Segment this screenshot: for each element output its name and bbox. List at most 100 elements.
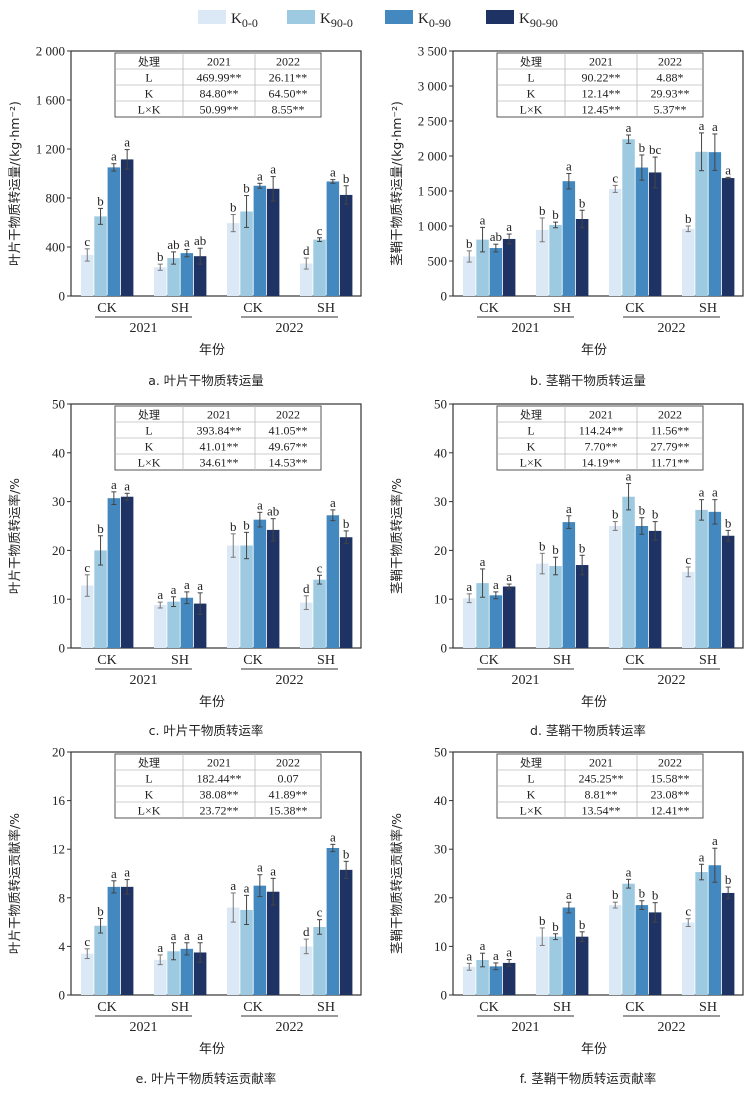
plot-frame [70, 50, 362, 297]
table-cell: 393.84** [197, 424, 242, 438]
legend-label: K90-90 [519, 11, 558, 30]
table-cell: 38.08** [200, 788, 239, 802]
chart-panel-a: 0 400 800 1 200 1 600 2 000 叶片干物质转运量/(kg·hm⁻²)… [7, 44, 362, 388]
significance-letter: a [257, 860, 263, 875]
bar [476, 583, 489, 648]
plot-frame [70, 751, 362, 996]
y-tick-label: 30 [434, 494, 447, 509]
significance-letter: a [466, 948, 472, 963]
legend-swatch [287, 10, 315, 24]
y-tick-label: 10 [52, 592, 65, 607]
bar [107, 498, 121, 648]
significance-letter: a [506, 569, 512, 584]
significance-letter: b [639, 886, 646, 901]
legend: K0-0 K90-0 K0-90 K90-90 [198, 10, 558, 30]
significance-letter: a [712, 485, 718, 500]
significance-letter: b [639, 140, 646, 155]
year-label: 2021 [512, 321, 540, 336]
y-tick-label: 0 [59, 988, 66, 1003]
x-category-label: SH [171, 301, 189, 316]
year-label: 2022 [658, 321, 686, 336]
significance-letter: a [111, 149, 117, 164]
y-axis-label: 叶片干物质转运率/% [7, 478, 22, 594]
year-label: 2021 [512, 673, 540, 688]
y-tick-label: 10 [434, 939, 447, 954]
bar [721, 892, 735, 995]
x-category-label: SH [171, 653, 189, 668]
y-tick-label: 20 [434, 890, 447, 905]
significance-letter: a [626, 864, 632, 879]
bar [708, 511, 722, 648]
table-header-cell: 处理 [138, 409, 160, 422]
significance-letter: a [566, 159, 572, 174]
significance-letter: a [124, 478, 130, 493]
bar [107, 167, 121, 296]
year-label: 2022 [276, 321, 304, 336]
bar [635, 167, 649, 296]
bar [326, 181, 340, 296]
plot-frame [452, 403, 744, 649]
significance-letter: a [712, 119, 718, 134]
anova-table: 处理 2021 2022 L 114.24** 11.56** K 7.70** 27.79**… [496, 405, 704, 471]
x-category-label: SH [553, 1000, 571, 1015]
year-label: 2021 [130, 673, 158, 688]
bar [622, 139, 635, 296]
bar [339, 869, 353, 995]
significance-letter: a [506, 945, 512, 960]
x-category-label: SH [699, 1000, 717, 1015]
bar [253, 519, 267, 648]
x-axis-label: 年份 [199, 1042, 225, 1057]
table-cell: 14.19** [582, 456, 621, 470]
table-header-cell: 2021 [589, 55, 613, 69]
y-axis-label: 茎鞘干物质转运率/% [389, 478, 404, 594]
significance-letter: a [493, 577, 499, 592]
x-category-label: SH [317, 653, 335, 668]
legend-item: K0-0 [198, 10, 258, 30]
significance-letter: b [539, 538, 546, 553]
x-axis-label: 年份 [581, 343, 607, 358]
y-tick-label: 0 [59, 641, 66, 656]
table-cell: 84.80** [200, 87, 239, 101]
x-category-label: CK [243, 301, 262, 316]
significance-letter: a [184, 928, 190, 943]
significance-letter: c [317, 223, 323, 238]
table-cell: 13.54** [582, 804, 621, 818]
significance-letter: a [270, 863, 276, 878]
legend-swatch [198, 10, 226, 24]
bar [635, 905, 649, 995]
year-label: 2021 [130, 321, 158, 336]
table-cell: L×K [138, 103, 161, 117]
panel-caption: a. 叶片干物质转运量 [148, 373, 264, 388]
bar [300, 602, 313, 648]
table-cell: 26.11** [269, 71, 308, 85]
significance-letter: a [626, 120, 632, 135]
significance-letter: a [184, 577, 190, 592]
bar [154, 605, 167, 648]
bar [266, 188, 280, 296]
table-header-cell: 处理 [520, 56, 542, 69]
y-tick-label: 30 [52, 494, 65, 509]
significance-letter: b [97, 193, 104, 208]
significance-letter: b [685, 211, 692, 226]
significance-letter: a [330, 829, 336, 844]
table-cell: 49.67** [269, 440, 308, 454]
significance-letter: b [725, 872, 732, 887]
bar [339, 194, 353, 296]
bar [240, 545, 253, 648]
significance-letter: a [480, 212, 486, 227]
bar [622, 883, 635, 995]
significance-letter: d [303, 924, 310, 939]
bar [193, 256, 207, 296]
significance-letter: c [84, 560, 90, 575]
significance-letter: a [699, 485, 705, 500]
significance-letter: b [343, 516, 350, 531]
significance-letter: c [317, 560, 323, 575]
bar [300, 946, 313, 995]
table-cell: 50.99** [200, 103, 239, 117]
table-cell: 15.38** [269, 804, 308, 818]
y-tick-label: 2 000 [418, 149, 447, 164]
bar [562, 181, 576, 296]
y-tick-label: 20 [52, 543, 65, 558]
